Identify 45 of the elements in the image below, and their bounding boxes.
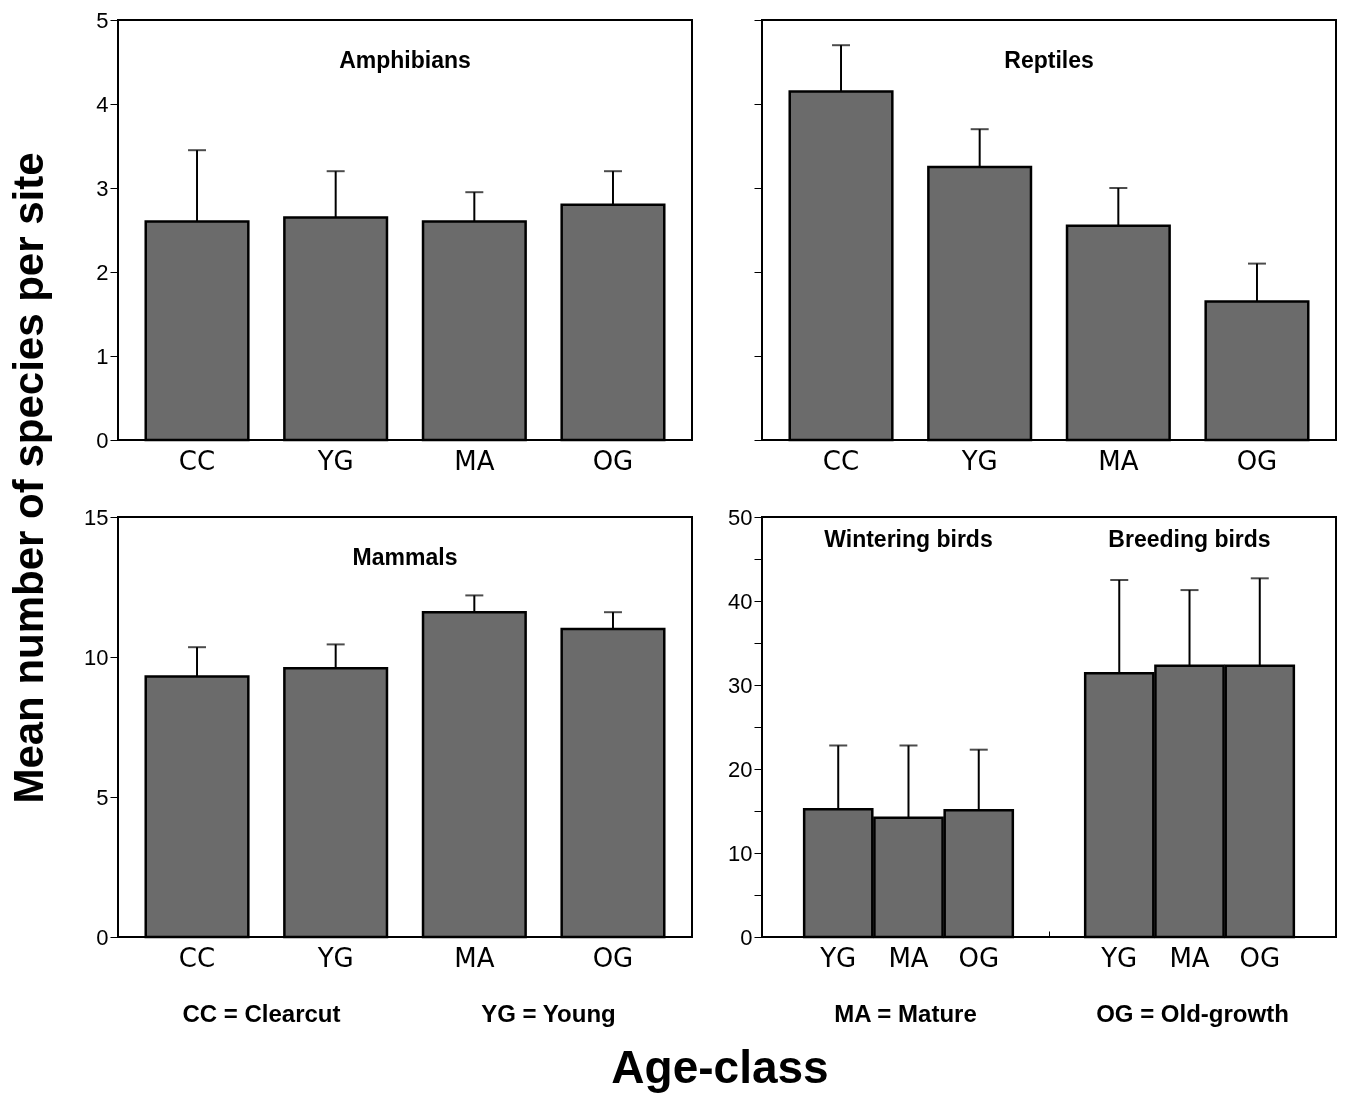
y-tick-label: 5	[96, 7, 109, 33]
x-tick-label: OG	[592, 445, 634, 476]
x-tick-label: YG	[316, 445, 354, 476]
text: Reptiles	[1004, 47, 1094, 73]
y-tick-label: 0	[96, 924, 109, 950]
y-tick-label: 30	[728, 672, 753, 698]
x-tick-label: OG	[1236, 445, 1278, 476]
annotation: Breeding birds	[1108, 526, 1271, 552]
x-tick-label: CC	[822, 445, 860, 476]
x-tick-label: MA	[454, 445, 495, 476]
y-tick-label: 20	[728, 756, 753, 782]
annotation: Wintering birds	[824, 526, 993, 552]
y-axis-title: Mean number of species per site	[5, 152, 52, 804]
x-tick-label: MA	[454, 942, 495, 973]
y-tick-label: 40	[728, 588, 753, 614]
x-tick-label: OG	[1239, 942, 1281, 973]
y-tick-label: 15	[84, 504, 109, 530]
x-tick-label: CC	[178, 445, 216, 476]
x-tick-label: CC	[178, 942, 216, 973]
x-axis-title: Age-class	[611, 1041, 829, 1093]
y-tick-label: 2	[96, 259, 109, 285]
x-tick-label: YG	[960, 445, 998, 476]
text: MA = Mature	[834, 1000, 977, 1027]
x-tick-label: YG	[316, 942, 354, 973]
x-tick-label: MA	[1098, 445, 1139, 476]
y-tick-label: 10	[84, 644, 109, 670]
text: CC = Clearcut	[182, 1000, 341, 1027]
y-tick-label: 3	[96, 175, 109, 201]
x-tick-label: MA	[1169, 942, 1210, 973]
x-tick-label: OG	[592, 942, 634, 973]
y-tick-label: 0	[740, 924, 753, 950]
y-tick-label: 1	[96, 343, 109, 369]
y-tick-label: 10	[728, 840, 753, 866]
y-tick-label: 50	[728, 504, 753, 530]
y-tick-label: 5	[96, 784, 109, 810]
text: OG = Old-growth	[1096, 1000, 1289, 1027]
x-tick-label: MA	[888, 942, 929, 973]
x-tick-label: YG	[819, 942, 857, 973]
x-tick-label: YG	[1100, 942, 1138, 973]
text: Mammals	[352, 544, 458, 570]
y-tick-label: 0	[96, 427, 109, 453]
text: YG = Young	[481, 1000, 616, 1027]
x-tick-label: OG	[958, 942, 1000, 973]
text: Amphibians	[339, 47, 471, 73]
y-tick-label: 4	[96, 91, 109, 117]
